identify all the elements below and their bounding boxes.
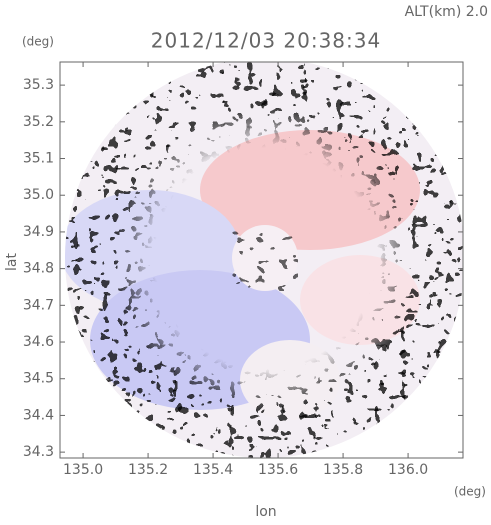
y-tick-label: 35.1: [23, 151, 54, 167]
radar-field: [65, 62, 463, 458]
x-unit: (deg): [454, 485, 486, 499]
x-tick-label: 135.8: [323, 462, 363, 478]
x-tick-label: 135.0: [63, 462, 103, 478]
x-tick-label: 136.0: [388, 462, 428, 478]
y-tick-label: 34.3: [23, 444, 54, 460]
plot-frame: [59, 61, 464, 459]
x-axis-label: lon: [255, 504, 276, 520]
y-tick-label: 34.9: [23, 224, 54, 240]
y-tick-label: 34.7: [23, 297, 54, 313]
x-tick-label: 135.6: [258, 462, 298, 478]
y-tick-label: 34.6: [23, 334, 54, 350]
x-tick-label: 135.4: [193, 462, 233, 478]
y-tick-label: 35.0: [23, 187, 54, 203]
y-tick-label: 35.3: [23, 77, 54, 93]
y-axis-label: lat: [4, 253, 20, 271]
y-tick-label: 34.8: [23, 261, 54, 277]
y-tick-label: 34.4: [23, 407, 54, 423]
x-tick-label: 135.2: [128, 462, 168, 478]
y-unit: (deg): [22, 35, 54, 49]
altitude-label: ALT(km) 2.0: [405, 4, 488, 20]
y-tick-label: 35.2: [23, 114, 54, 130]
y-tick-label: 34.5: [23, 371, 54, 387]
chart-title: 2012/12/03 20:38:34: [151, 29, 381, 53]
